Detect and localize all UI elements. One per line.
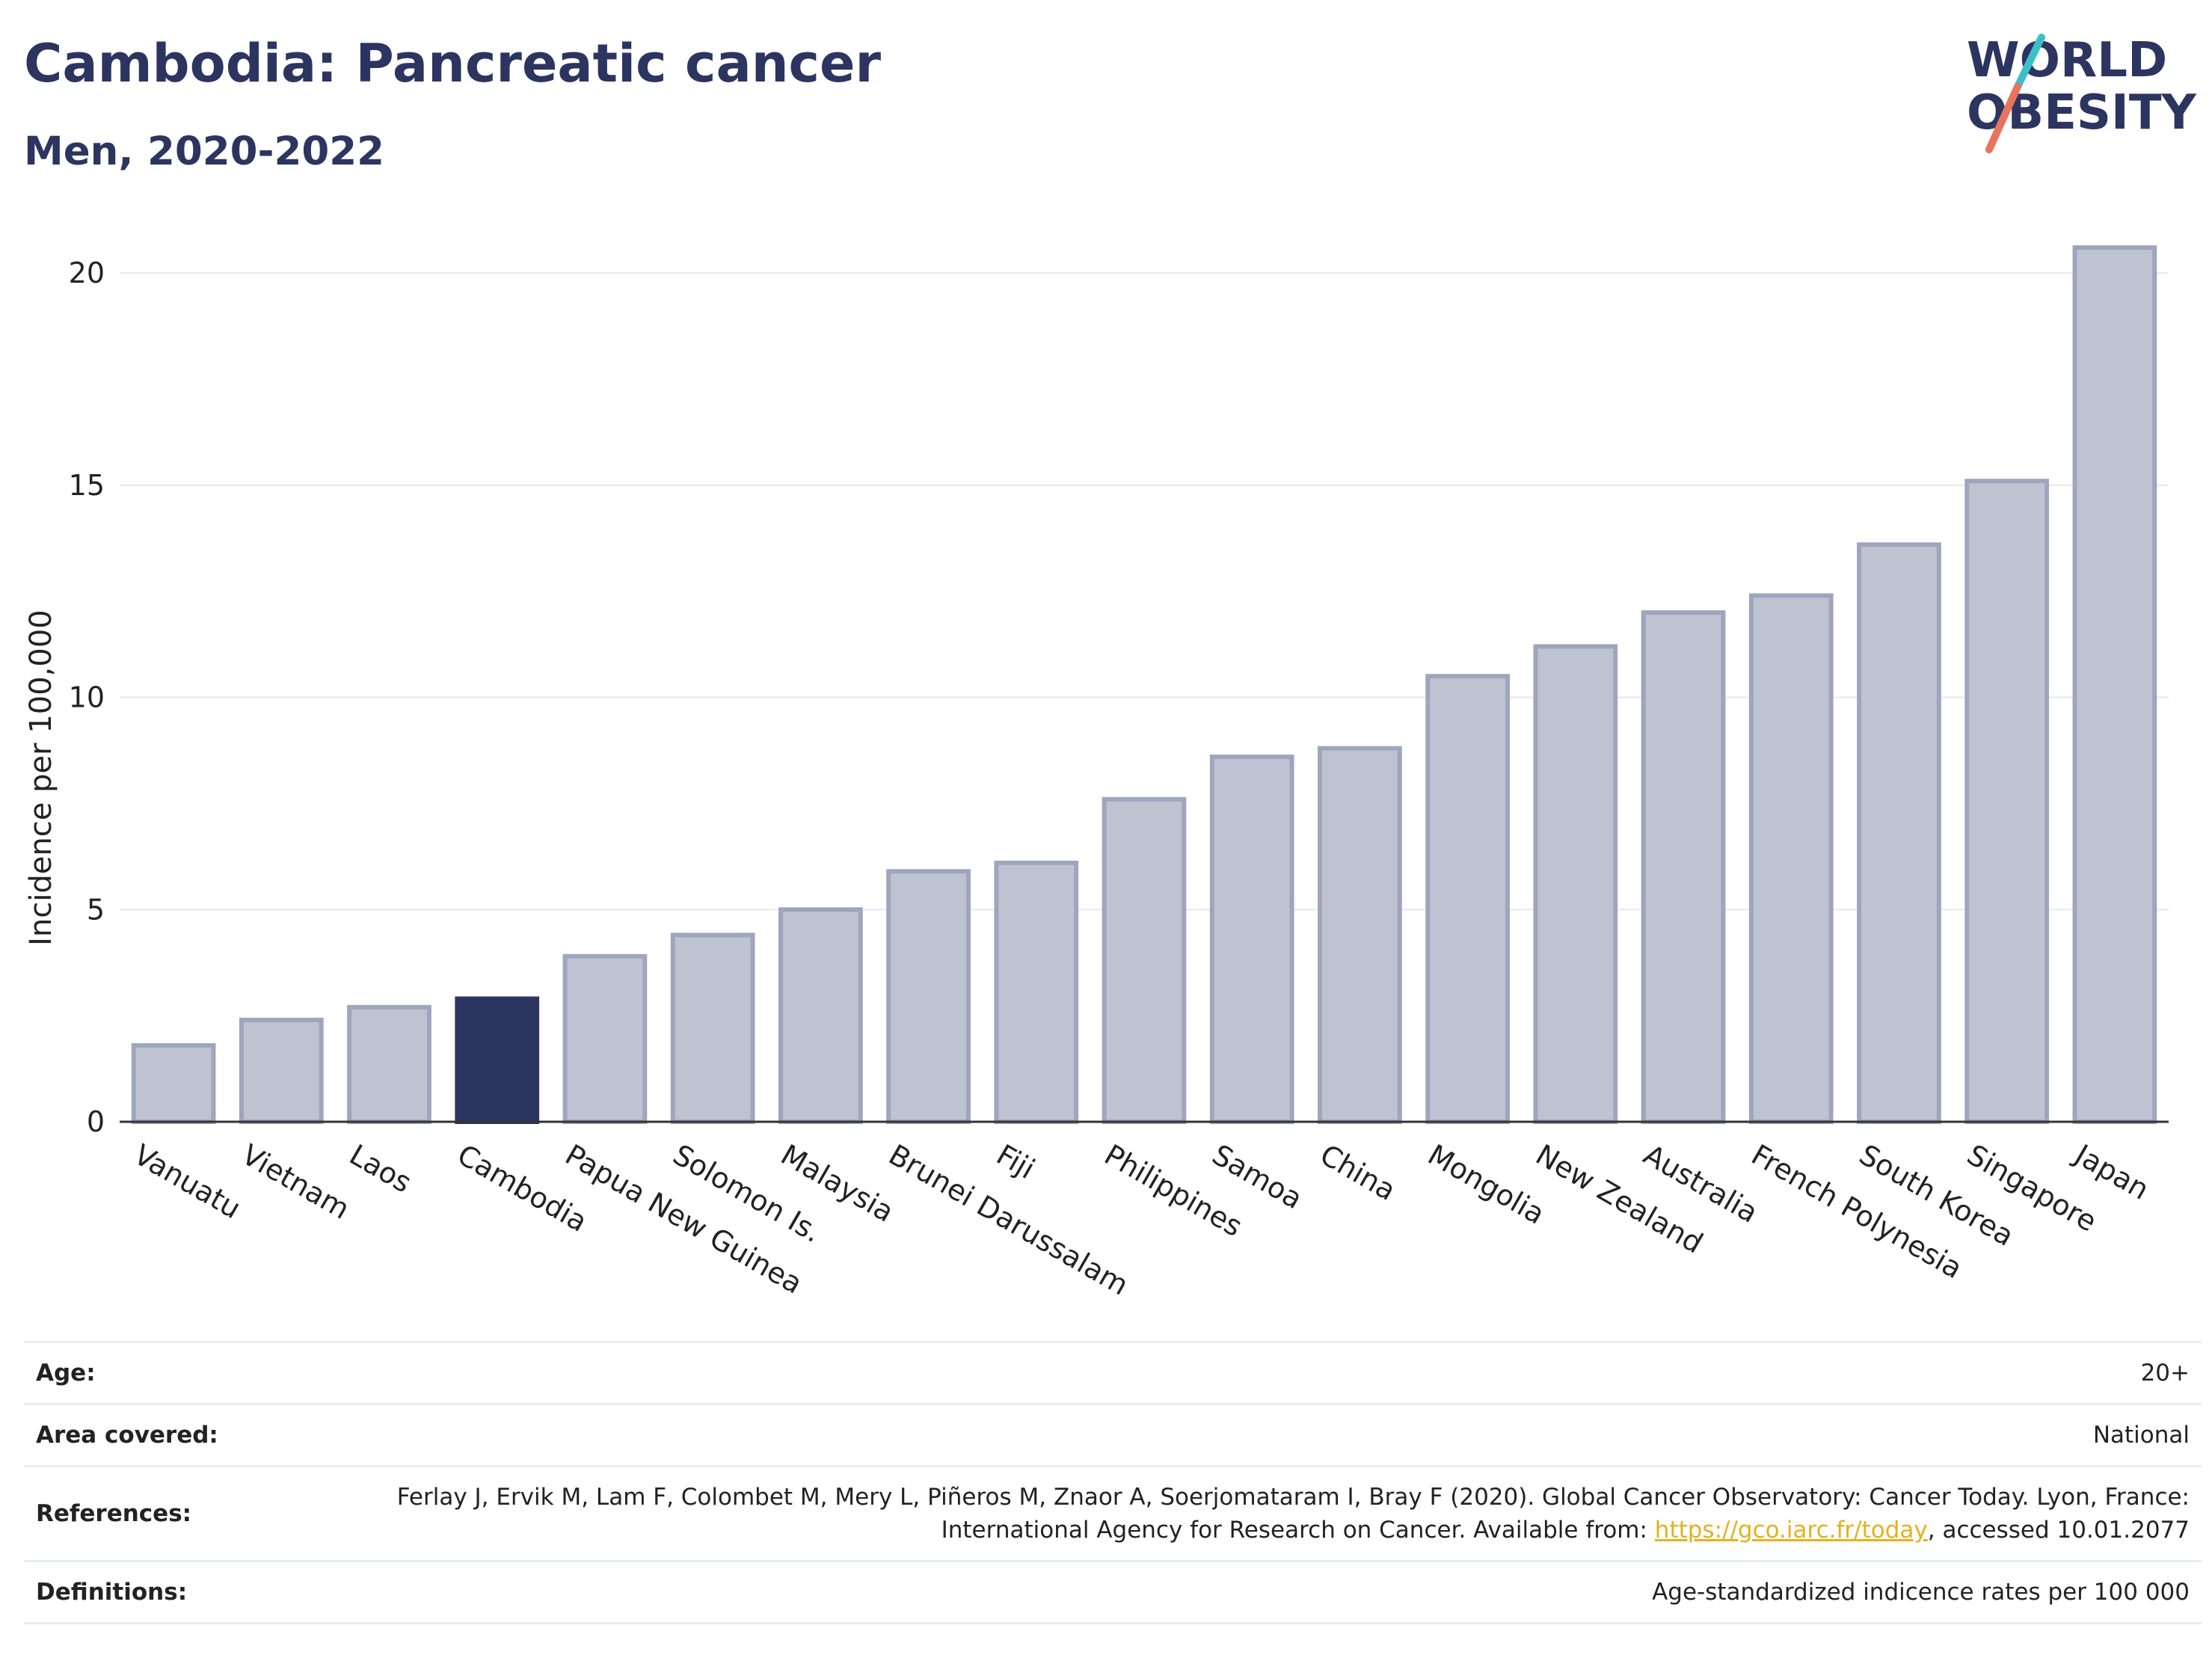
bar-french-polynesia	[1748, 593, 1834, 1124]
bar-solomon-is	[670, 933, 755, 1124]
bar-mongolia	[1425, 674, 1510, 1124]
x-tick-label: Mongolia	[1422, 1138, 1550, 1231]
chart-title: Cambodia: Pancreatic cancer	[24, 33, 882, 94]
logo-slash-coral	[1985, 83, 2021, 153]
bar-australia	[1641, 610, 1726, 1124]
references-link[interactable]: https://gco.iarc.fr/today	[1654, 1517, 1928, 1544]
logo-slash-teal	[2014, 34, 2045, 90]
bar-papua-new-guinea	[562, 954, 648, 1125]
x-tick-label: Vietnam	[236, 1138, 355, 1226]
definitions-value: Age-standardized indicence rates per 100…	[272, 1560, 2202, 1624]
logo-line-2: OBESITY	[1967, 85, 2196, 141]
y-tick-label: 5	[87, 893, 105, 926]
references-label: References:	[24, 1465, 272, 1562]
x-tick-label: Japan	[2068, 1137, 2155, 1206]
bar-japan	[2072, 245, 2157, 1124]
bar-china	[1318, 746, 1402, 1125]
references-accessed: , accessed 10.01.2077	[1927, 1517, 2190, 1544]
bar-brunei-darussalam	[886, 869, 971, 1124]
bar-fiji	[994, 860, 1079, 1124]
info-table: Age: 20+ Area covered: National Referenc…	[24, 1341, 2202, 1624]
y-axis-label: Incidence per 100,000	[24, 610, 58, 946]
bar-philippines	[1102, 796, 1187, 1125]
info-row-definitions: Definitions: Age-standardized indicence …	[24, 1560, 2202, 1624]
info-row-area: Area covered: National	[24, 1403, 2202, 1467]
logo-line-1: WORLD	[1967, 33, 2167, 88]
area-label: Area covered:	[24, 1403, 272, 1467]
y-tick-label: 0	[87, 1105, 105, 1138]
y-tick-label: 20	[69, 257, 105, 289]
bar-vanuatu	[131, 1043, 216, 1125]
chart-subtitle: Men, 2020-2022	[24, 129, 385, 174]
y-axis-ticks: 0 5 10 15 20	[69, 257, 105, 1138]
x-tick-label: Vanuatu	[129, 1138, 247, 1225]
y-tick-label: 15	[69, 469, 105, 502]
bar-chart: 0 5 10 15 20 Incidence per 100,000 VanuatuVi…	[24, 245, 2169, 1302]
x-tick-label: Fiji	[991, 1138, 1040, 1185]
references-value: Ferlay J, Ervik M, Lam F, Colombet M, Me…	[272, 1465, 2202, 1562]
y-tick-label: 10	[69, 681, 105, 714]
x-tick-label: Laos	[344, 1138, 417, 1200]
bar-samoa	[1209, 755, 1294, 1124]
world-obesity-logo: WORLD OBESITY	[1967, 33, 2196, 153]
definitions-label: Definitions:	[24, 1560, 272, 1624]
bar-singapore	[1964, 479, 2050, 1124]
references-text: Ferlay J, Ervik M, Lam F, Colombet M, Me…	[396, 1484, 2190, 1544]
bar-malaysia	[778, 907, 863, 1124]
info-row-references: References: Ferlay J, Ervik M, Lam F, Co…	[24, 1465, 2202, 1562]
age-label: Age:	[24, 1341, 272, 1405]
bar-new-zealand	[1533, 644, 1618, 1124]
bar-south-korea	[1857, 542, 1941, 1125]
bar-cambodia	[455, 996, 540, 1125]
age-value: 20+	[272, 1341, 2202, 1405]
bar-laos	[347, 1004, 431, 1124]
info-row-age: Age: 20+	[24, 1341, 2202, 1405]
bars	[131, 245, 2157, 1125]
area-value: National	[272, 1403, 2202, 1467]
x-tick-label: China	[1315, 1138, 1401, 1207]
bar-vietnam	[239, 1017, 324, 1125]
